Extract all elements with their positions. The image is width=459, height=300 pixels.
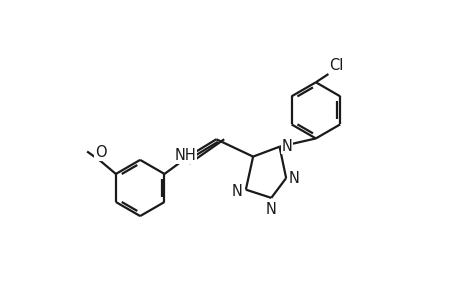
Text: N: N [281, 139, 292, 154]
Text: O: O [95, 146, 106, 160]
Text: NH: NH [174, 148, 196, 164]
Text: N: N [264, 202, 275, 217]
Text: Cl: Cl [329, 58, 343, 74]
Text: Cl: Cl [329, 58, 343, 74]
Text: N: N [231, 184, 242, 199]
Text: N: N [231, 184, 242, 199]
Text: N: N [288, 171, 299, 186]
Text: N: N [288, 171, 299, 186]
Text: N: N [264, 202, 275, 217]
Text: O: O [95, 146, 106, 160]
Text: N: N [281, 139, 292, 154]
Text: NH: NH [174, 148, 196, 164]
